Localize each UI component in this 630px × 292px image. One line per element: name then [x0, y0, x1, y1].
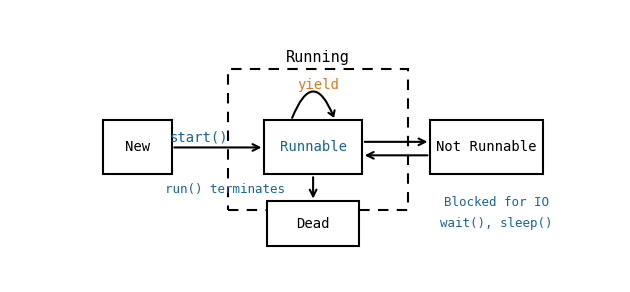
- Text: Blocked for IO: Blocked for IO: [444, 196, 549, 209]
- FancyArrowPatch shape: [292, 91, 335, 118]
- Text: Dead: Dead: [296, 217, 330, 231]
- Text: New: New: [125, 140, 150, 154]
- Text: run() terminates: run() terminates: [165, 182, 285, 196]
- FancyBboxPatch shape: [266, 201, 360, 246]
- Text: Runnable: Runnable: [280, 140, 347, 154]
- FancyBboxPatch shape: [264, 121, 362, 174]
- Text: wait(), sleep(): wait(), sleep(): [440, 218, 553, 230]
- Text: yield: yield: [297, 77, 339, 91]
- Text: Running: Running: [286, 50, 350, 65]
- Text: Not Runnable: Not Runnable: [436, 140, 537, 154]
- FancyBboxPatch shape: [430, 121, 542, 174]
- Text: start(): start(): [169, 130, 227, 144]
- FancyBboxPatch shape: [103, 121, 171, 174]
